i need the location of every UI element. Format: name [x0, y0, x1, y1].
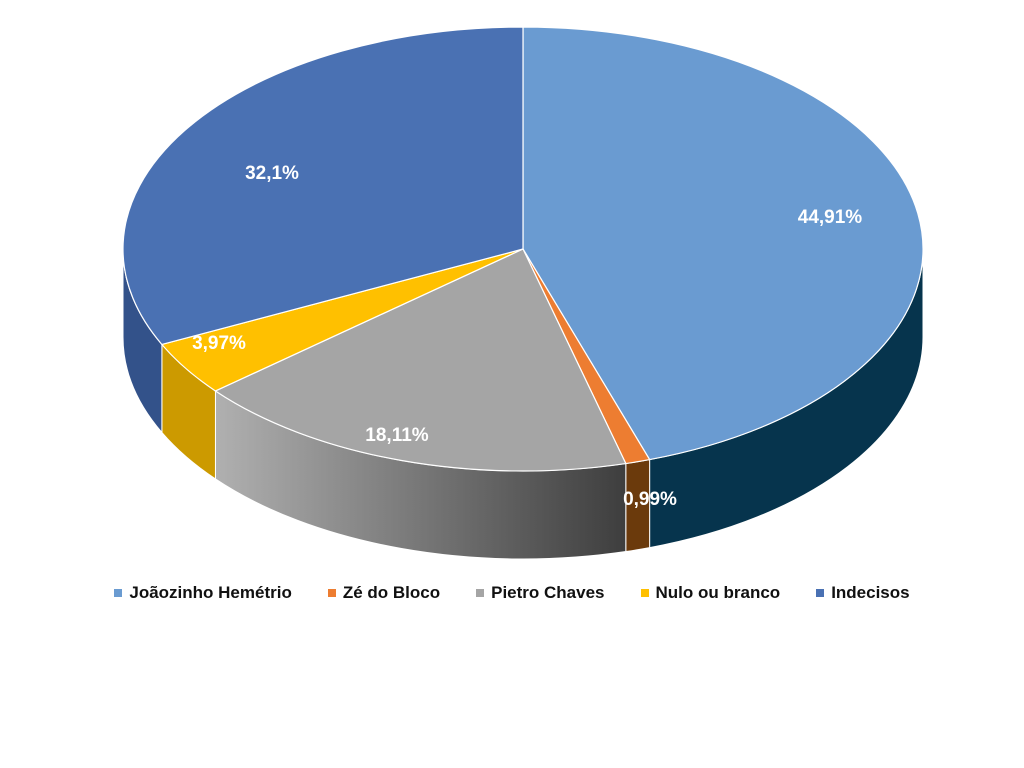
legend-swatch-0 [114, 589, 123, 597]
pie-slice-2 [214, 248, 627, 472]
legend-item-1: Zé do Bloco [327, 583, 441, 603]
pie-slice-4 [122, 26, 524, 346]
legend-label-2: Pietro Chaves [491, 583, 605, 602]
slice-label-0: 44,91% [798, 207, 863, 228]
legend-label-1: Zé do Bloco [342, 583, 441, 602]
slice-label-4: 32,1% [245, 163, 299, 184]
chart-legend: Joãozinho Hemétrio Zé do Bloco Pietro Chav… [0, 583, 1024, 603]
pie-slice-0 [522, 26, 924, 461]
legend-swatch-3 [640, 589, 649, 597]
legend-label-0: Joãozinho Hemétrio [129, 583, 292, 602]
legend-label-3: Nulo ou branco [655, 583, 781, 602]
pie-tops [122, 26, 924, 472]
slice-label-3: 3,97% [192, 333, 246, 354]
slice-label-2: 18,11% [365, 425, 428, 446]
legend-item-0: Joãozinho Hemétrio [114, 583, 292, 603]
legend-swatch-1 [327, 589, 336, 597]
pie-labels: 44,91% 0,99% 18,11% 3,97% 32,1% [192, 163, 862, 510]
legend-item-3: Nulo ou branco [640, 583, 781, 603]
pie-sides [122, 248, 924, 560]
slice-label-1: 0,99% [623, 489, 677, 510]
legend-item-4: Indecisos [816, 583, 910, 603]
legend-swatch-2 [476, 589, 485, 597]
legend-label-4: Indecisos [831, 583, 910, 602]
legend-swatch-4 [816, 589, 825, 597]
legend-item-2: Pietro Chaves [476, 583, 605, 603]
